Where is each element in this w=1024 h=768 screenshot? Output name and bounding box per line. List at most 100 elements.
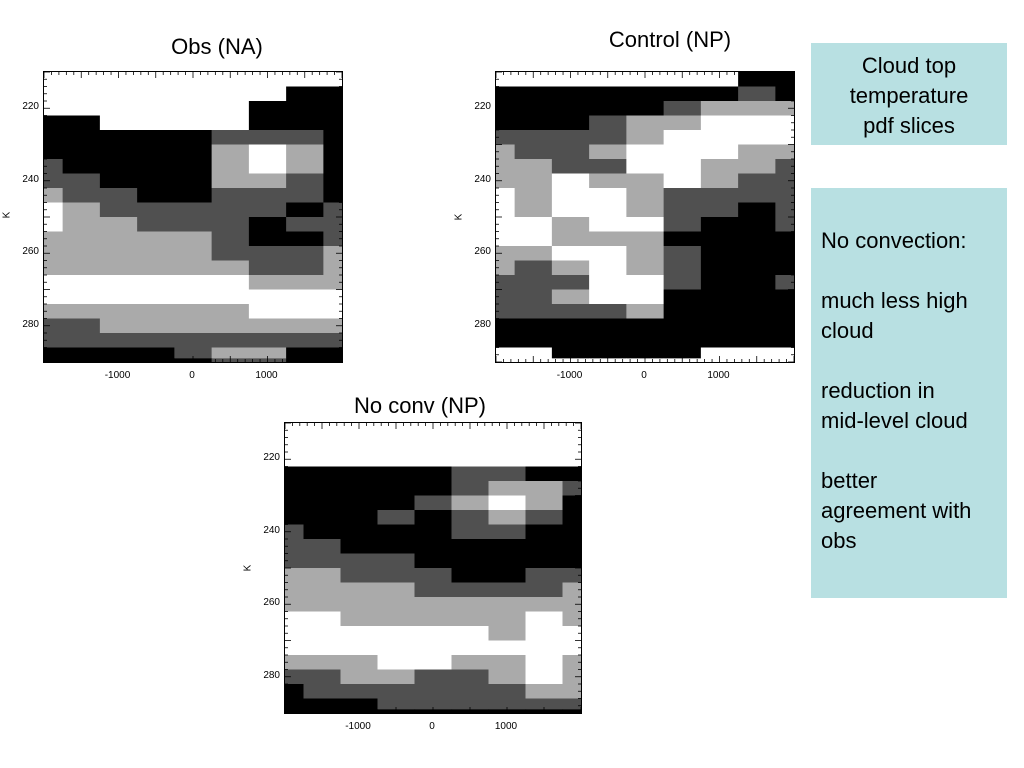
note-line: agreement with <box>821 498 972 523</box>
contour-cell <box>700 260 739 276</box>
contour-cell <box>323 231 342 247</box>
contour-cell <box>514 115 553 131</box>
contour-cell <box>377 539 416 555</box>
contour-cell <box>137 304 175 320</box>
x-tick-label: 1000 <box>255 370 278 381</box>
contour-cell <box>663 246 702 262</box>
contour-cell <box>285 466 305 482</box>
y-tick-label: 280 <box>263 669 280 681</box>
contour-cell <box>451 568 490 584</box>
contour-cell <box>496 159 516 175</box>
contour-cell <box>174 217 213 233</box>
contour-cell <box>663 318 702 334</box>
contour-cell <box>137 159 175 175</box>
contour-cell <box>174 333 213 349</box>
contour-cell <box>286 130 324 146</box>
contour-cell <box>738 130 776 146</box>
contour-cell <box>589 260 627 276</box>
contour-cell <box>525 466 564 482</box>
contour-cell <box>99 275 138 291</box>
contour-cell <box>377 640 416 656</box>
contour-cell <box>451 524 490 540</box>
contour-cell <box>44 130 64 146</box>
contour-cell <box>775 188 794 204</box>
contour-cell <box>775 289 794 305</box>
contour-cell <box>62 86 101 102</box>
contour-cell <box>551 289 590 305</box>
contour-cell <box>562 709 581 713</box>
contour-cell <box>62 231 101 247</box>
contour-cell <box>414 669 453 685</box>
contour-cell <box>286 260 324 276</box>
contour-cell <box>303 553 342 569</box>
contour-cell <box>303 539 342 555</box>
contour-cell <box>451 698 490 710</box>
contour-cell <box>340 597 379 613</box>
contour-cell <box>340 452 379 468</box>
contour-cell <box>562 452 581 468</box>
contour-cell <box>451 597 490 613</box>
contour-cell <box>738 260 776 276</box>
contour-cell <box>377 423 416 439</box>
contour-cell <box>377 452 416 468</box>
contour-cell <box>62 260 101 276</box>
contour-cell <box>514 72 553 88</box>
contour-cell <box>496 289 516 305</box>
contour-cell <box>700 333 739 349</box>
contour-cell <box>323 289 342 305</box>
contour-cell <box>451 495 490 511</box>
contour-cell <box>286 217 324 233</box>
contour-cell <box>775 275 794 291</box>
contour-cell <box>248 188 287 204</box>
contour-cell <box>211 173 250 189</box>
contour-cell <box>62 275 101 291</box>
contour-cell <box>551 86 590 102</box>
contour-cell <box>303 698 342 710</box>
contour-cell <box>414 495 453 511</box>
contour-cell <box>514 318 553 334</box>
contour-cell <box>514 159 553 175</box>
contour-cell <box>488 597 527 613</box>
contour-cell <box>303 510 342 526</box>
contour-cell <box>496 72 516 88</box>
contour-cell <box>451 437 490 453</box>
contour-cell <box>700 318 739 334</box>
contour-cell <box>488 626 527 642</box>
contour-cell <box>663 289 702 305</box>
contour-cell <box>137 260 175 276</box>
contour-cell <box>663 130 702 146</box>
contour-cell <box>775 260 794 276</box>
contour-cell <box>525 568 564 584</box>
contour-cell <box>488 640 527 656</box>
contour-cell <box>589 101 627 117</box>
contour-cell <box>99 72 138 88</box>
summary-title-line: pdf slices <box>863 113 955 138</box>
contour-cell <box>589 115 627 131</box>
contour-cell <box>62 289 101 305</box>
contour-cell <box>775 115 794 131</box>
no-conv-np-contour <box>285 423 581 713</box>
contour-cell <box>174 101 213 117</box>
contour-cell <box>700 289 739 305</box>
contour-cell <box>451 626 490 642</box>
contour-cell <box>285 640 305 656</box>
contour-cell <box>340 698 379 710</box>
contour-cell <box>589 231 627 247</box>
contour-cell <box>340 481 379 497</box>
contour-cell <box>562 568 581 584</box>
contour-cell <box>323 188 342 204</box>
contour-cell <box>488 466 527 482</box>
contour-cell <box>248 115 287 131</box>
contour-cell <box>589 333 627 349</box>
contour-cell <box>99 260 138 276</box>
contour-cell <box>700 217 739 233</box>
contour-cell <box>775 101 794 117</box>
contour-cell <box>414 568 453 584</box>
contour-cell <box>525 669 564 685</box>
contour-cell <box>44 275 64 291</box>
contour-cell <box>663 347 702 359</box>
contour-cell <box>211 159 250 175</box>
contour-cell <box>211 231 250 247</box>
contour-cell <box>663 173 702 189</box>
contour-cell <box>340 466 379 482</box>
